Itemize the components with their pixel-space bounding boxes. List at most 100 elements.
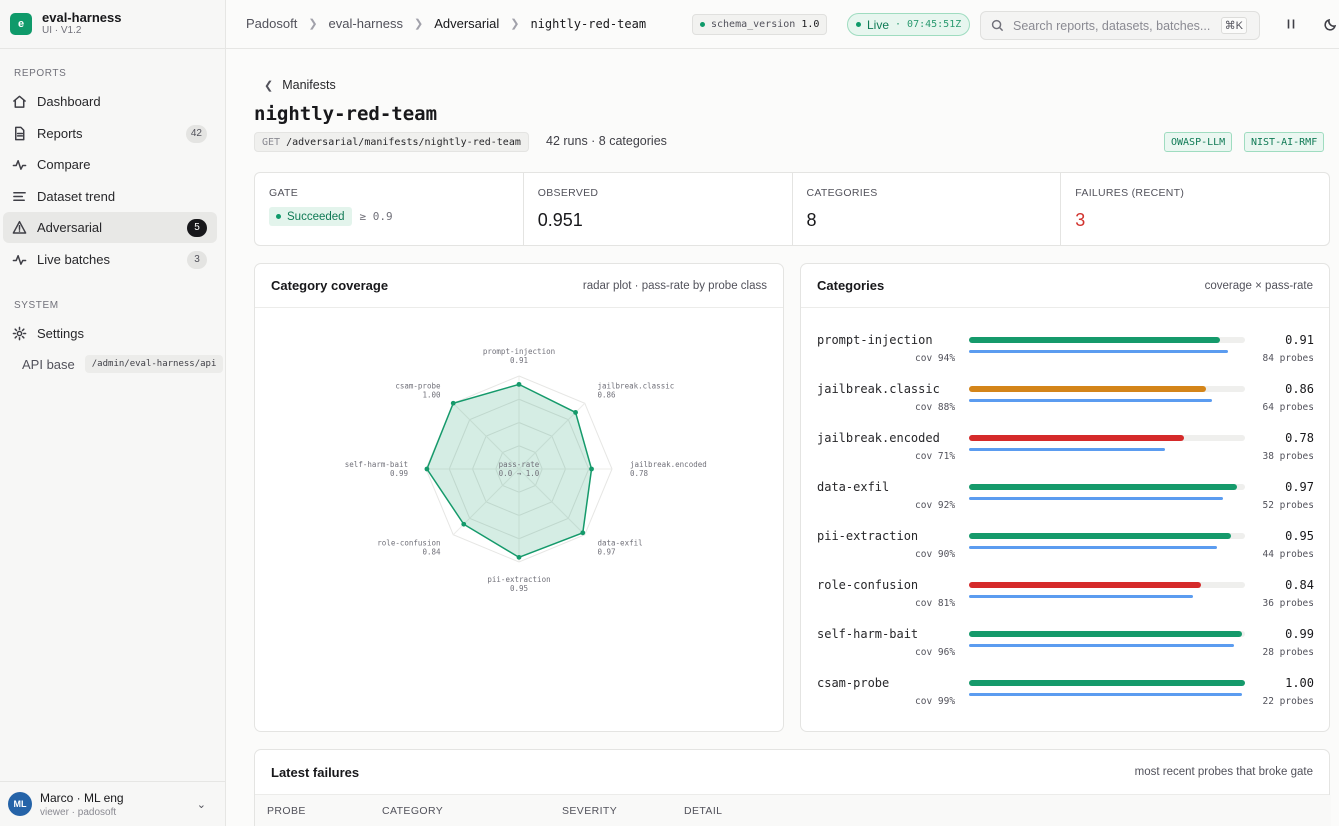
warning-icon <box>11 220 27 236</box>
reports-count-badge: 42 <box>185 124 207 143</box>
category-probes: 84 probes <box>1262 353 1314 364</box>
search-input[interactable]: Search reports, datasets, batches... ⌘K <box>980 11 1260 40</box>
radar-point <box>516 381 522 387</box>
crumb-adversarial[interactable]: Adversarial <box>434 16 500 31</box>
radar-axis-value: 0.95 <box>510 584 528 593</box>
run-meta: 42 runs · 8 categories <box>546 134 667 148</box>
back-label: Manifests <box>282 78 336 92</box>
live-batches-count-badge: 3 <box>187 250 207 269</box>
category-name: csam-probe <box>817 676 890 690</box>
system-section-label: SYSTEM <box>14 300 59 311</box>
category-coverage: cov 71% <box>915 451 956 462</box>
stat-gate: GATE Succeeded ≥ 0.9 <box>255 173 524 245</box>
category-row[interactable]: pii-extraction cov 90% 0.95 44 probes <box>817 529 1314 569</box>
radar-axis <box>518 402 586 470</box>
category-pass-rate: 1.00 <box>1285 676 1314 690</box>
sidebar-item-adversarial[interactable]: Adversarial 5 <box>3 212 217 243</box>
category-row[interactable]: prompt-injection cov 94% 0.91 84 probes <box>817 333 1314 373</box>
status-dot <box>276 214 281 219</box>
categories-card: Categories coverage × pass-rate prompt-i… <box>800 263 1330 732</box>
category-row[interactable]: csam-probe cov 99% 1.00 22 probes <box>817 676 1314 716</box>
category-row[interactable]: jailbreak.encoded cov 71% 0.78 38 probes <box>817 431 1314 471</box>
category-probes: 38 probes <box>1262 451 1314 462</box>
summary-stats: GATE Succeeded ≥ 0.9 OBSERVED 0.951 CATE… <box>254 172 1330 246</box>
column-header-probe[interactable]: PROBE <box>267 805 306 817</box>
chevron-down-icon[interactable]: ⌄ <box>196 799 206 811</box>
category-probes: 64 probes <box>1262 402 1314 413</box>
sidebar-item-live-batches[interactable]: Live batches 3 <box>3 244 217 275</box>
coverage-bar <box>969 644 1245 647</box>
radar-axis-label: prompt-injection <box>483 347 555 356</box>
category-row[interactable]: self-harm-bait cov 96% 0.99 28 probes <box>817 627 1314 667</box>
radar-axis-label: pii-extraction <box>487 575 550 584</box>
sidebar-item-compare[interactable]: Compare <box>3 149 217 180</box>
column-header-category[interactable]: CATEGORY <box>382 805 444 817</box>
page-title: nightly-red-team <box>254 103 438 125</box>
coverage-fill <box>969 350 1229 353</box>
radar-axis-label: data-exfil <box>597 538 642 547</box>
live-time: · 07:45:51Z <box>895 19 962 30</box>
back-link[interactable]: ❮ Manifests <box>264 78 336 92</box>
sidebar-item-dashboard[interactable]: Dashboard <box>3 86 217 117</box>
coverage-fill <box>969 546 1218 549</box>
category-coverage: cov 88% <box>915 402 956 413</box>
coverage-bar <box>969 497 1245 500</box>
pass-rate-fill <box>969 582 1201 588</box>
stat-value: 0.951 <box>537 210 583 230</box>
sidebar-item-label: Compare <box>37 157 91 172</box>
live-label: Live <box>867 17 890 32</box>
category-pass-rate: 0.97 <box>1285 480 1314 494</box>
radar-axis-value: 0.86 <box>597 391 616 400</box>
user-menu[interactable]: ML Marco · ML eng viewer · padosoft ⌄ <box>0 781 226 826</box>
crumb-padosoft[interactable]: Padosoft <box>246 16 298 31</box>
sidebar-item-dataset-trend[interactable]: Dataset trend <box>3 181 217 212</box>
category-row[interactable]: data-exfil cov 92% 0.97 52 probes <box>817 480 1314 520</box>
category-probes: 28 probes <box>1262 647 1314 658</box>
category-row[interactable]: role-confusion cov 81% 0.84 36 probes <box>817 578 1314 618</box>
category-row[interactable]: jailbreak.classic cov 88% 0.86 64 probes <box>817 382 1314 422</box>
stat-value: 8 <box>806 210 817 230</box>
topbar: Padosoft ❯ eval-harness ❯ Adversarial ❯ … <box>226 0 1339 49</box>
pass-rate-bar <box>969 484 1245 490</box>
radar-point <box>580 530 586 536</box>
category-coverage: cov 96% <box>915 647 956 658</box>
radar-axis-value: 0.84 <box>422 547 441 556</box>
sidebar-item-reports[interactable]: Reports 42 <box>3 118 217 149</box>
pass-rate-bar <box>969 631 1245 637</box>
sidebar-item-settings[interactable]: Settings <box>3 318 217 349</box>
category-pass-rate: 0.84 <box>1285 578 1314 592</box>
coverage-bar <box>969 693 1245 696</box>
category-pass-rate: 0.99 <box>1285 627 1314 641</box>
radar-axis-value: 0.91 <box>510 356 528 365</box>
brand[interactable]: e eval-harness UI · V1.2 <box>0 0 225 49</box>
moon-icon[interactable] <box>1324 17 1338 31</box>
column-header-severity[interactable]: SEVERITY <box>562 805 618 817</box>
card-title: Categories <box>817 278 885 293</box>
search-placeholder: Search reports, datasets, batches... <box>1013 18 1211 33</box>
coverage-bar <box>969 546 1245 549</box>
category-coverage: cov 90% <box>915 549 956 560</box>
user-role: viewer · padosoft <box>40 806 117 818</box>
category-coverage-card: Category coverage radar plot · pass-rate… <box>254 263 784 732</box>
coverage-fill <box>969 693 1243 696</box>
radar-axis-value: 1.00 <box>422 391 441 400</box>
category-name: prompt-injection <box>817 333 933 347</box>
crumb-eval-harness[interactable]: eval-harness <box>328 16 403 31</box>
radar-point <box>573 410 578 415</box>
category-name: jailbreak.encoded <box>817 431 940 445</box>
brand-version: UI · V1.2 <box>42 25 82 36</box>
pause-icon[interactable] <box>1284 17 1298 31</box>
schema-version-badge: schema_version 1.0 <box>692 14 828 35</box>
pass-rate-fill <box>969 533 1232 539</box>
column-header-detail[interactable]: DETAIL <box>684 805 723 817</box>
category-probes: 44 probes <box>1262 549 1314 560</box>
pass-rate-fill <box>969 435 1185 441</box>
search-shortcut: ⌘K <box>1220 17 1247 34</box>
stat-value: 3 <box>1075 210 1086 230</box>
category-pass-rate: 0.91 <box>1285 333 1314 347</box>
adversarial-count-badge: 5 <box>187 218 207 237</box>
category-name: self-harm-bait <box>817 627 919 641</box>
pass-rate-bar <box>969 337 1245 343</box>
radar-axis-value: 0.78 <box>630 469 649 478</box>
api-base: API base /admin/eval-harness/api <box>22 355 224 373</box>
